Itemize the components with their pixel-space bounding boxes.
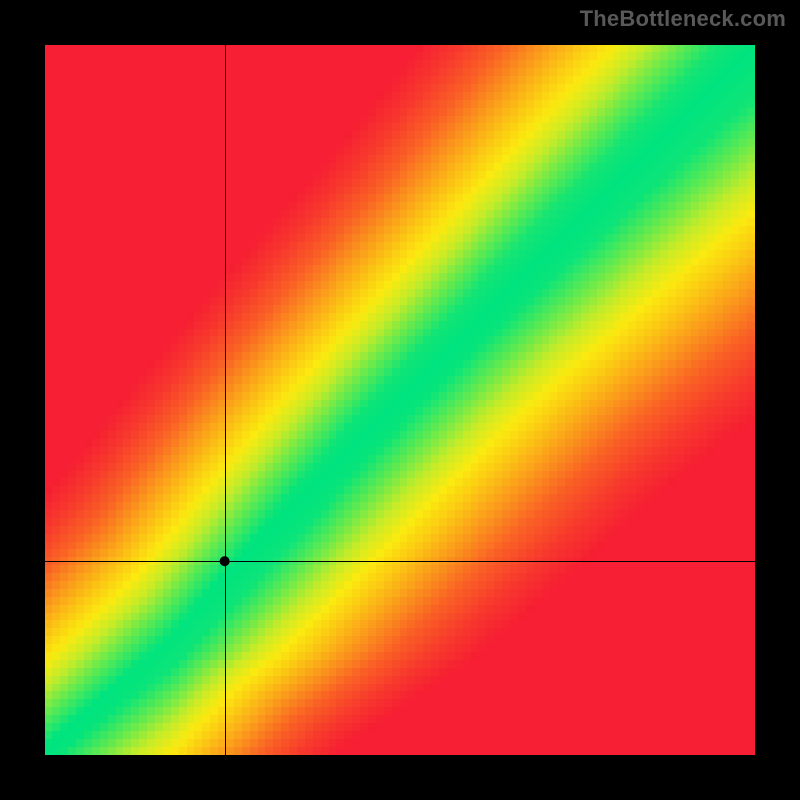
watermark-text: TheBottleneck.com: [580, 6, 786, 32]
bottleneck-heatmap: [45, 45, 755, 755]
stage: TheBottleneck.com: [0, 0, 800, 800]
